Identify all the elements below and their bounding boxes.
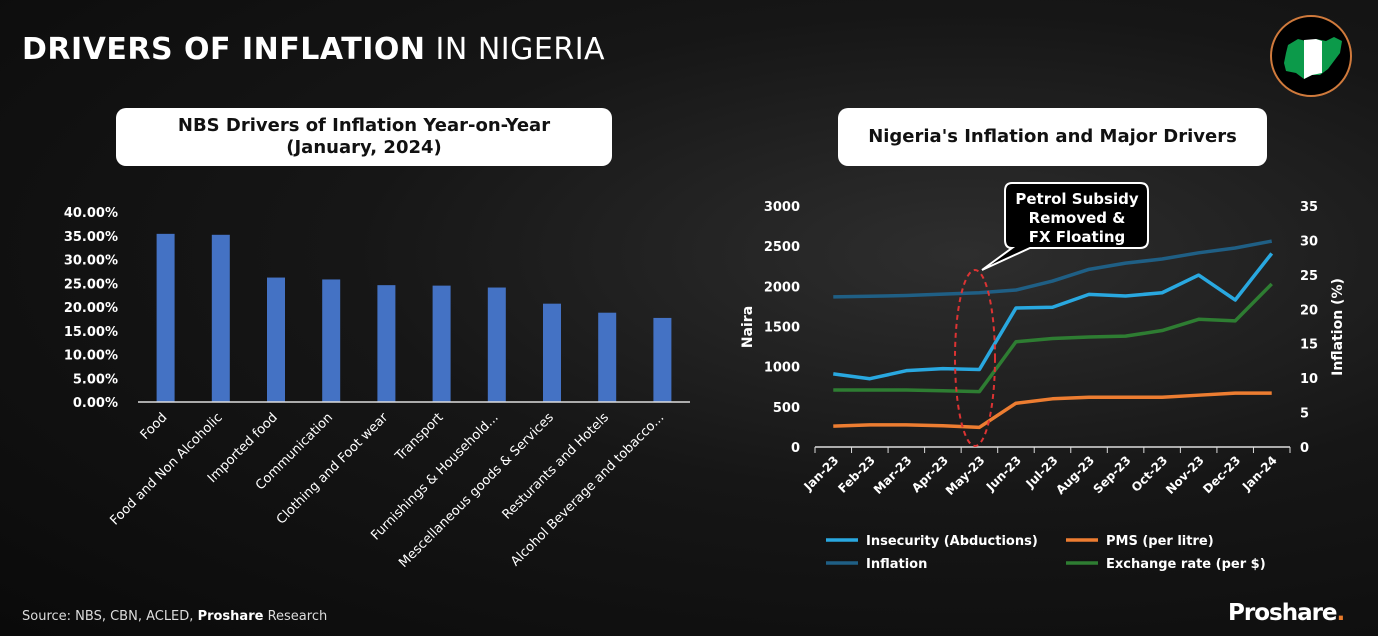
y-tick-label: 20.00% — [64, 301, 118, 316]
y-tick-label: 35.00% — [64, 230, 118, 245]
annotation-callout — [981, 182, 1149, 271]
y-tick-label: 40.00% — [64, 206, 118, 221]
x-tick-label: Jan-24 — [1239, 453, 1280, 494]
y-tick-label: 3000 — [764, 200, 800, 215]
x-tick-label: Dec-23 — [1200, 453, 1243, 496]
y-tick-label: 0.00% — [73, 396, 118, 411]
x-tick-label: Jan-23 — [801, 453, 842, 494]
x-tick-label: Jun-23 — [983, 453, 1024, 494]
y-tick-label: 500 — [773, 401, 800, 416]
left-chart-title: NBS Drivers of Inflation Year-on-Year (Ja… — [116, 108, 612, 166]
y2-tick-label: 35 — [1300, 200, 1318, 215]
proshare-logo: Proshare. — [1228, 600, 1345, 626]
x-tick-label: Aug-23 — [1053, 453, 1097, 497]
source-note: Source: NBS, CBN, ACLED, Proshare Resear… — [22, 609, 328, 624]
series-line-inflation — [833, 239, 1273, 299]
x-tick-label: Sep-23 — [1091, 453, 1134, 496]
y-tick-label: 2500 — [764, 240, 800, 255]
y-tick-label: 1000 — [764, 361, 800, 376]
x-tick-label: Food — [138, 410, 171, 443]
y-tick-label: 30.00% — [64, 254, 118, 269]
y-tick-label: 15.00% — [64, 325, 118, 340]
y2-tick-label: 0 — [1300, 441, 1309, 456]
bar — [377, 285, 396, 402]
y2-tick-label: 5 — [1300, 407, 1309, 422]
y2-tick-label: 30 — [1300, 234, 1318, 249]
bar — [543, 303, 561, 402]
x-tick-label: Feb-23 — [835, 453, 878, 496]
y2-tick-label: 20 — [1300, 303, 1318, 318]
y2-tick-label: 10 — [1300, 372, 1318, 387]
bar — [267, 277, 285, 402]
x-tick-label: Food and Non Alcoholic — [107, 410, 225, 528]
page-title: DRIVERS OF INFLATION IN NIGERIA — [22, 32, 606, 67]
x-tick-label: May-23 — [943, 453, 988, 498]
x-tick-label: Transport — [392, 410, 446, 464]
bar — [211, 234, 230, 402]
legend-label: Exchange rate (per $) — [1106, 557, 1266, 572]
y-tick-label: 10.00% — [64, 349, 118, 364]
y2-tick-label: 25 — [1300, 269, 1318, 284]
legend-label: Insecurity (Abductions) — [866, 534, 1038, 549]
annotation-text: Petrol Subsidy — [1015, 190, 1138, 208]
nigeria-map-logo — [1270, 15, 1352, 97]
legend-label: PMS (per litre) — [1106, 534, 1214, 549]
bar — [322, 279, 341, 402]
y2-tick-label: 15 — [1300, 338, 1318, 353]
y-tick-label: 0 — [791, 441, 800, 456]
x-tick-label: Nov-23 — [1163, 453, 1207, 497]
x-tick-label: Resturants and Hotels — [500, 410, 613, 523]
series-line-insecurity-abductions- — [833, 252, 1274, 381]
x-tick-label: Mar-23 — [871, 453, 915, 497]
bar — [653, 317, 672, 402]
highlight-ellipse — [954, 269, 996, 447]
nigeria-map-icon — [1284, 37, 1342, 79]
annotation-text: FX Floating — [1029, 228, 1126, 246]
x-tick-label: Clothing and Foot wear — [274, 410, 392, 528]
series-line-pms-per-litre- — [833, 391, 1272, 430]
series-line-exchange-rate-per- — [833, 282, 1273, 394]
bar — [432, 285, 451, 402]
right-chart-title: Nigeria's Inflation and Major Drivers — [838, 108, 1267, 166]
bar — [598, 312, 617, 402]
bar — [487, 287, 506, 402]
y-tick-label: 25.00% — [64, 277, 118, 292]
y-tick-label: 5.00% — [73, 372, 118, 387]
y-axis-title: Naira — [740, 306, 756, 348]
annotation-text: Removed & — [1029, 209, 1126, 227]
bar — [156, 233, 175, 402]
legend-label: Inflation — [866, 557, 927, 572]
y-tick-label: 2000 — [764, 280, 800, 295]
y2-axis-title: Inflation (%) — [1330, 278, 1346, 376]
y-tick-label: 1500 — [764, 321, 800, 336]
